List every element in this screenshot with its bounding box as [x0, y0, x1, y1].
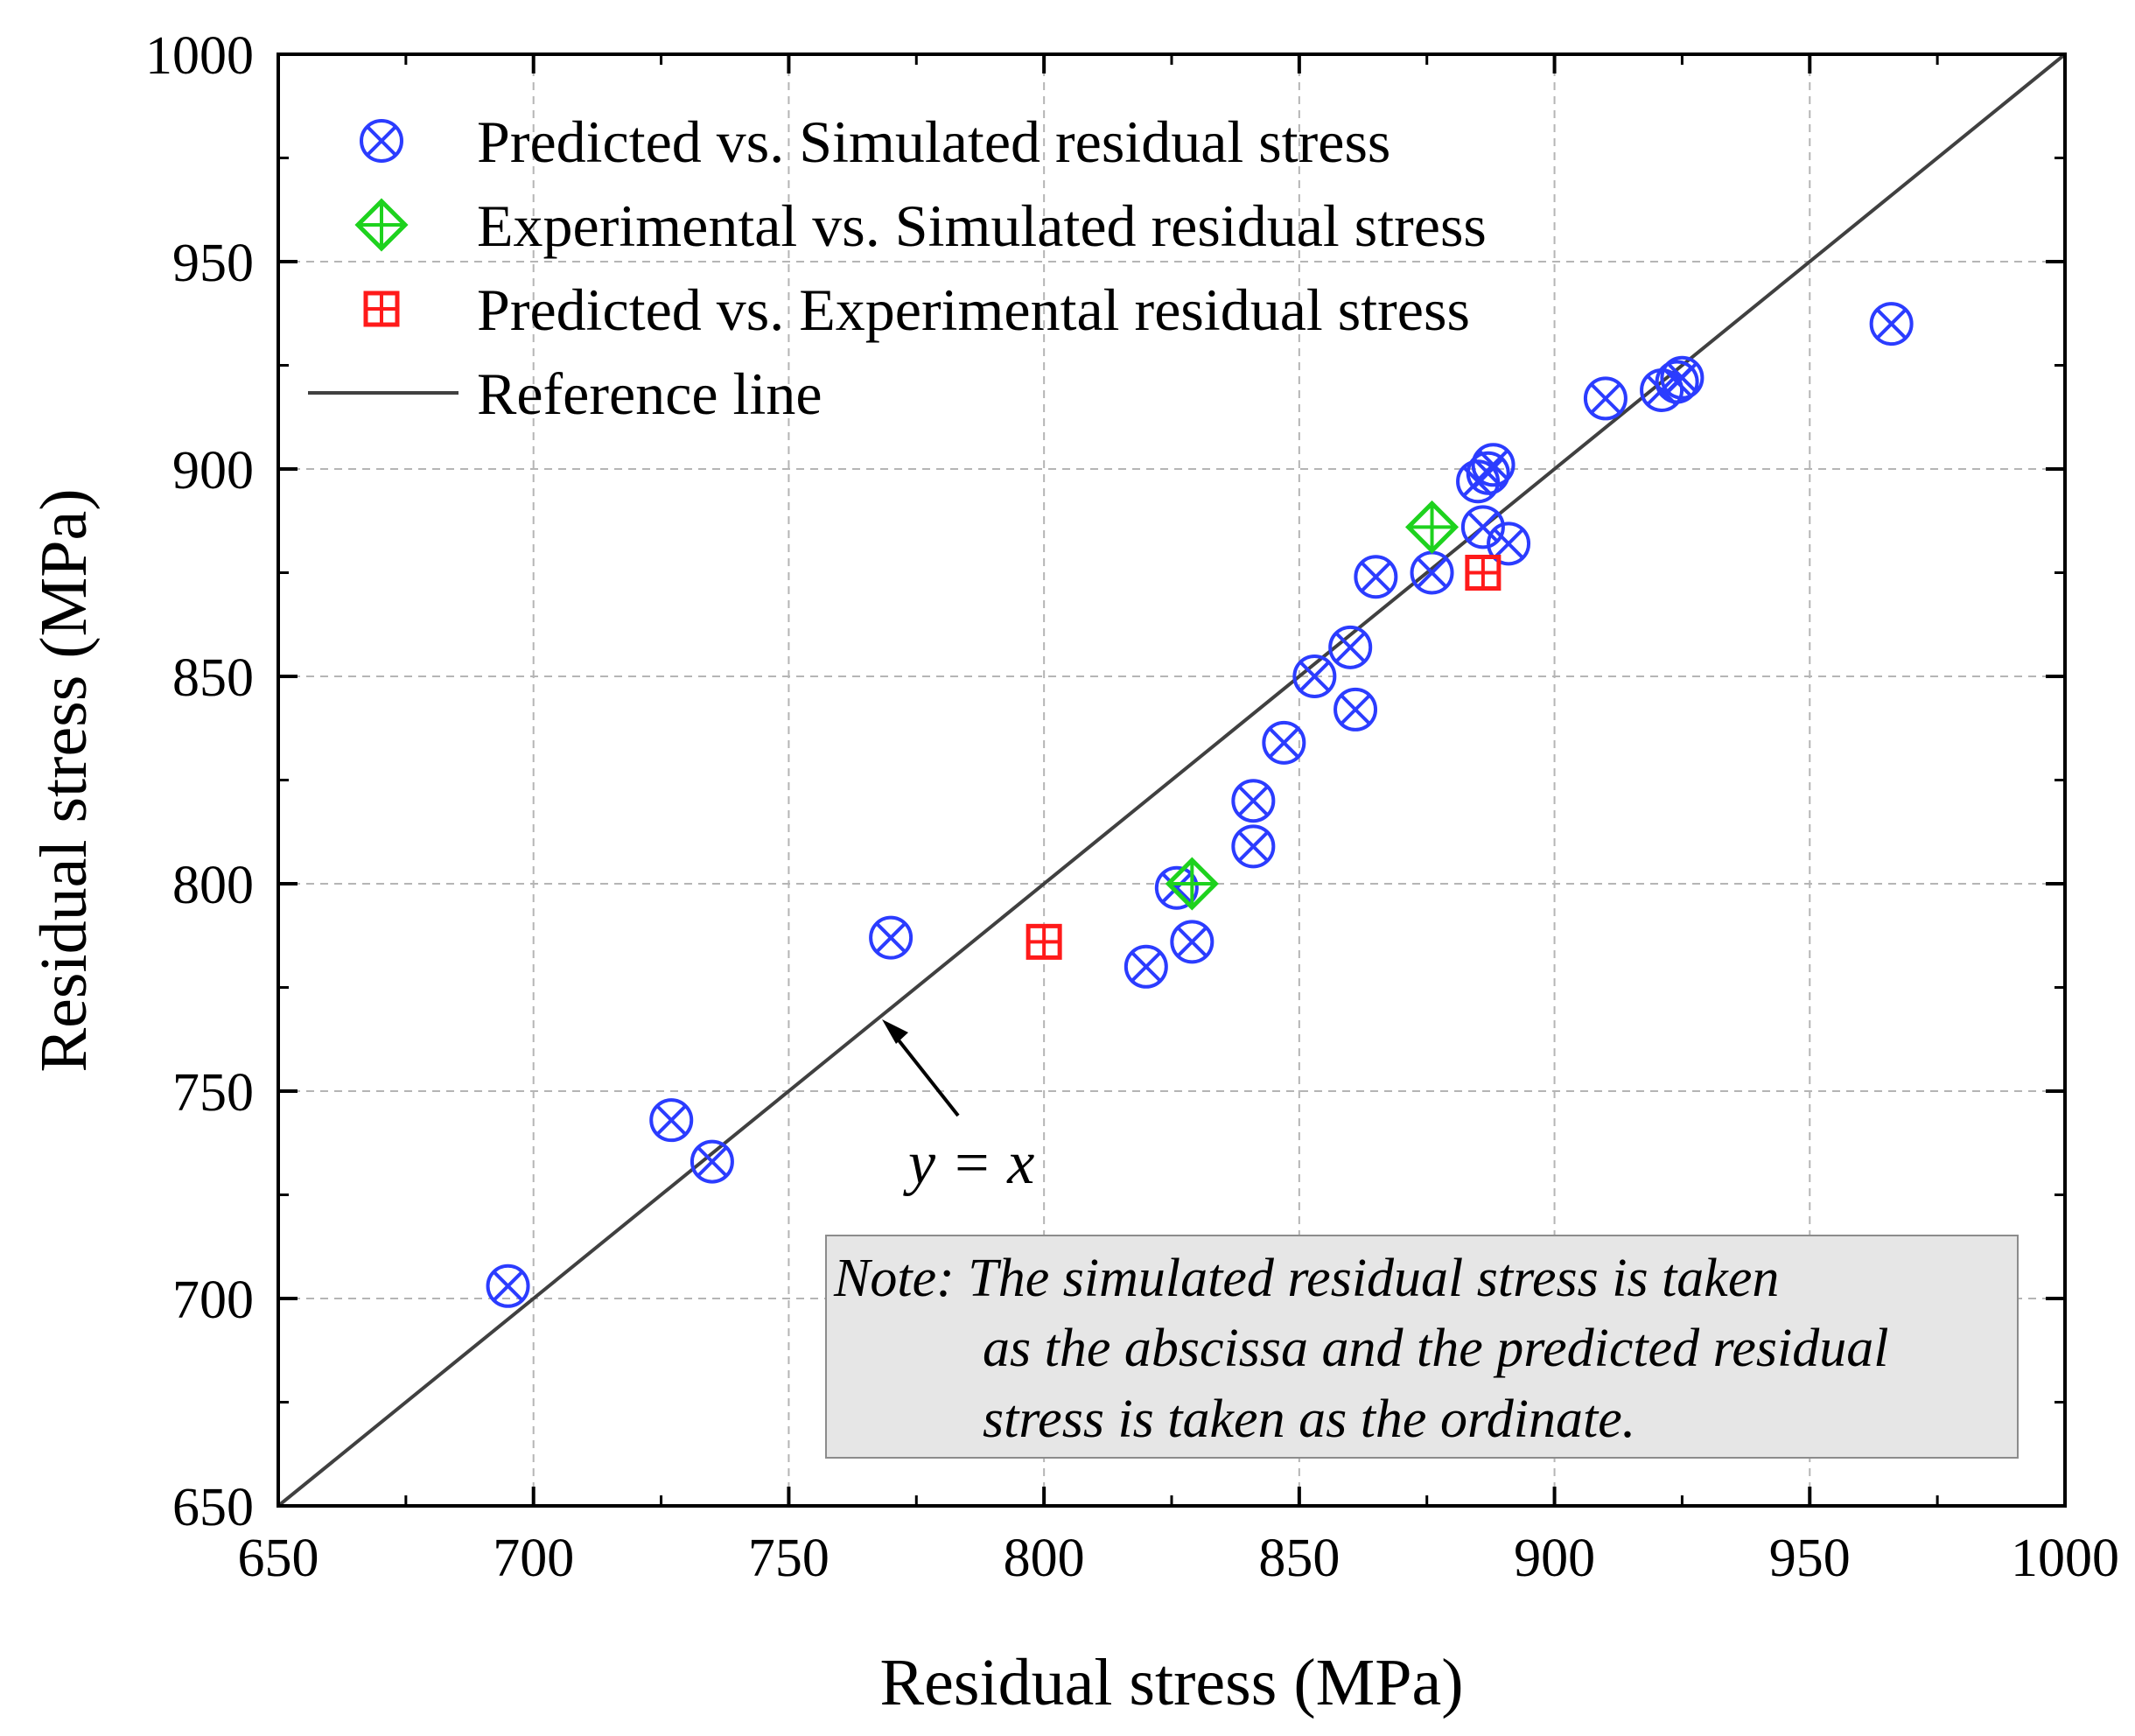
- data-point-series-1: [1334, 687, 1378, 732]
- data-point-series-1: [690, 1139, 734, 1184]
- annotation-arrow-shaft: [891, 1031, 960, 1117]
- data-point-series-1: [486, 1264, 530, 1308]
- data-point-series-1: [1460, 505, 1505, 550]
- y-tick-label: 1000: [145, 26, 254, 86]
- data-point-series-1: [1262, 720, 1306, 765]
- legend-symbol-circle-x: [360, 119, 403, 163]
- y-tick-label: 700: [172, 1270, 254, 1330]
- note-line-2: as the abscissa and the predicted residu…: [983, 1319, 1889, 1378]
- data-point-series-1: [1170, 920, 1214, 964]
- x-tick-label: 650: [238, 1529, 319, 1588]
- x-tick-label: 950: [1769, 1529, 1851, 1588]
- x-tick-label: 850: [1258, 1529, 1340, 1588]
- x-tick-label: 750: [748, 1529, 830, 1588]
- data-point-series-1: [1487, 522, 1531, 566]
- data-point-series-1: [1354, 555, 1398, 599]
- x-axis-title: Residual stress (MPa): [879, 1646, 1463, 1719]
- data-point-series-2: [1165, 857, 1219, 911]
- x-tick-label: 800: [1004, 1529, 1085, 1588]
- data-point-series-1: [1292, 654, 1337, 698]
- data-point-series-2: [1405, 500, 1460, 554]
- y-tick-label: 800: [172, 856, 254, 915]
- data-point-series-3: [1465, 555, 1502, 591]
- reference-line-label: y = x: [903, 1130, 1034, 1197]
- data-point-series-1: [649, 1098, 694, 1143]
- legend-label: Predicted vs. Experimental residual stre…: [477, 276, 1470, 343]
- x-tick-label: 700: [493, 1529, 574, 1588]
- x-tick-label: 900: [1514, 1529, 1595, 1588]
- data-point-series-1: [1583, 376, 1628, 421]
- y-tick-label: 750: [172, 1063, 254, 1123]
- data-point-series-1: [1869, 302, 1914, 346]
- data-point-series-1: [1328, 625, 1373, 669]
- data-point-series-1: [869, 915, 914, 960]
- annotation-arrow-head: [882, 1019, 908, 1044]
- data-point-series-1: [1660, 355, 1704, 400]
- legend-label: Experimental vs. Simulated residual stre…: [477, 192, 1487, 259]
- data-point-series-1: [1471, 443, 1516, 487]
- reference-line: [278, 54, 2065, 1506]
- data-point-series-1: [1231, 824, 1276, 869]
- data-points: [486, 302, 1914, 1308]
- note-line-1: Note: The simulated residual stress is t…: [833, 1249, 1779, 1308]
- reference-line-layer: [278, 54, 2065, 1506]
- y-tick-label: 900: [172, 441, 254, 500]
- axis-ticks: 650 700 750 800 850 900 950 1000 650 700 750 800 850…: [145, 26, 2119, 1588]
- y-tick-label: 650: [172, 1478, 254, 1537]
- x-tick-label: 1000: [2011, 1529, 2119, 1588]
- data-point-series-1: [1124, 944, 1168, 989]
- legend-label: Reference line: [477, 360, 822, 427]
- reference-annotation: y = x: [882, 1019, 1034, 1197]
- data-point-series-1: [1154, 865, 1199, 910]
- note-box: Note: The simulated residual stress is t…: [825, 1235, 2019, 1459]
- y-tick-label: 950: [172, 234, 254, 293]
- note-background: [825, 1235, 2019, 1459]
- note-line-3: stress is taken as the ordinate.: [983, 1390, 1635, 1449]
- legend: Predicted vs. Simulated residual stress E…: [308, 108, 1487, 427]
- y-tick-label: 850: [172, 648, 254, 708]
- data-point-series-1: [1231, 779, 1276, 823]
- legend-symbol-diamond-plus: [354, 198, 409, 252]
- data-point-series-3: [1026, 923, 1062, 960]
- legend-label: Predicted vs. Simulated residual stress: [477, 108, 1390, 175]
- y-axis-title: Residual stress (MPa): [27, 488, 101, 1072]
- legend-symbol-square-plus: [363, 290, 400, 327]
